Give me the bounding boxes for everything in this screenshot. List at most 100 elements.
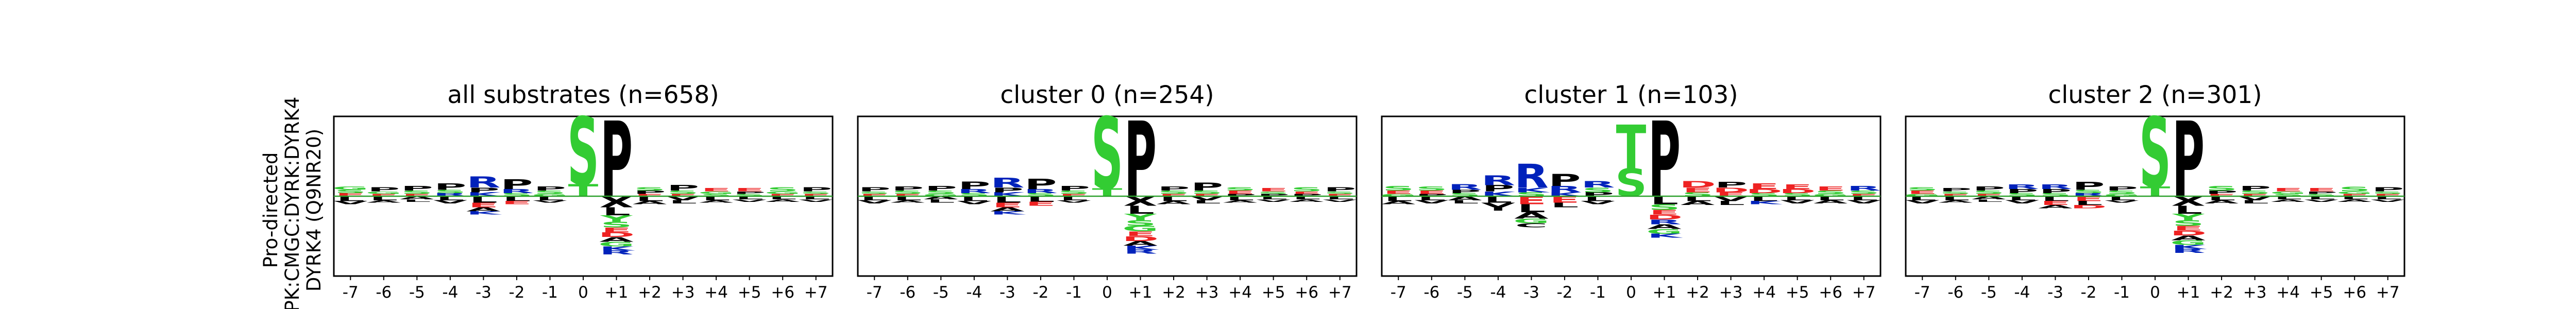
residue-V-pos--7-depleted: V <box>333 200 368 205</box>
y-axis-label: Pro-directed ePK:CMGC:DYRK:DYRK4 DYRK4 (… <box>260 97 325 309</box>
residue-L-pos-+6-depleted: L <box>769 195 797 200</box>
residue-E-pos--6: E <box>892 193 923 197</box>
residue-S-pos-+4: S <box>700 193 732 197</box>
x-tick-label: +2 <box>1686 283 1709 302</box>
residue-E-pos-+4: E <box>1225 190 1256 195</box>
residue-P-pos--6: P <box>891 185 924 192</box>
residue-Y-pos-+1-depleted: Y <box>600 214 633 224</box>
residue-S-pos-+3: S <box>667 190 699 195</box>
residue-P-pos-+4: P <box>1224 193 1257 197</box>
residue-S-pos--4: S <box>958 192 990 197</box>
x-tick-label: +5 <box>1262 283 1285 302</box>
residue-K-pos--3-depleted: K <box>990 211 1026 216</box>
residue-P-pos--5: P <box>1973 185 2005 192</box>
residue-P-pos--6: P <box>1939 187 1972 193</box>
residue-D-pos--2-depleted: D <box>2070 204 2107 209</box>
residue-P-pos--3: P <box>2039 188 2072 194</box>
residue-T-pos-0: T <box>1616 113 1647 183</box>
residue-K-pos-+1-depleted: K <box>1647 233 1683 239</box>
residue-V-pos--4-depleted: V <box>2005 199 2040 204</box>
x-tick-label: -7 <box>867 283 883 302</box>
residue-A-pos-+2-depleted: A <box>2205 199 2239 204</box>
residue-D-pos-+1-depleted: D <box>1122 235 1159 243</box>
residue-R-pos--2: R <box>500 188 534 194</box>
x-tick-label: 0 <box>578 283 588 302</box>
residue-E-pos-+5: E <box>1782 183 1812 191</box>
residue-P-pos--2: P <box>2072 180 2105 193</box>
logo-panels: all substrates (n=658)ESGLVEGPLAESPALRSP… <box>332 81 2405 302</box>
residue-G-pos--1: G <box>2104 193 2140 197</box>
residue-P-pos--6: P <box>1415 193 1448 197</box>
residue-V-pos--7-depleted: V <box>1905 199 1940 204</box>
residue-L-pos--5-depleted: L <box>1451 199 1479 204</box>
residue-P-pos-+1: P <box>1648 100 1681 221</box>
residue-A-pos--3-depleted: A <box>466 207 501 213</box>
panel-title: all substrates (n=658) <box>447 81 719 109</box>
residue-A-pos--6-depleted: A <box>891 200 925 203</box>
residue-K-pos-+4-depleted: K <box>1747 200 1783 205</box>
residue-S-pos-+7: S <box>1324 191 1356 195</box>
residue-G-pos--3-depleted: G <box>1513 217 1550 225</box>
ylabel-line-3: DYRK4 (Q9NR20) <box>303 129 325 291</box>
residue-S-pos-+5: S <box>2306 193 2337 197</box>
residue-R-pos--3: R <box>990 175 1024 191</box>
x-tick-label: +6 <box>771 283 794 302</box>
residue-E-pos-+3: E <box>1192 193 1222 197</box>
residue-P-pos-+6: P <box>1291 193 1323 197</box>
residue-D-pos-+5: D <box>1779 188 1816 194</box>
residue-S-pos--7: S <box>334 189 366 194</box>
residue-E-pos--2-depleted: E <box>502 200 532 205</box>
residue-S-pos-+4: S <box>1224 186 1256 192</box>
residue-E-pos--7: E <box>859 193 890 197</box>
residue-S-pos-+5: S <box>734 193 766 197</box>
residue-L-pos--2-depleted: L <box>1027 195 1055 203</box>
x-tick-label: -5 <box>409 283 425 302</box>
residue-P-pos-+5: P <box>2305 191 2337 195</box>
residue-D-pos-+2: D <box>1679 179 1716 190</box>
residue-L-pos-+5-depleted: L <box>2307 195 2335 200</box>
residue-E-pos--1: E <box>1059 193 1089 197</box>
residue-G-pos--7: G <box>332 186 369 191</box>
residue-P-pos-+7: P <box>800 186 832 193</box>
residue-P-pos--1: P <box>2106 185 2138 192</box>
residue-A-pos-+2-depleted: A <box>633 200 667 205</box>
residue-L-pos--4-depleted: L <box>1484 195 1512 205</box>
x-tick-label: -6 <box>900 283 916 302</box>
residue-E-pos-+1-depleted: E <box>601 226 632 234</box>
residue-E-pos-+3: E <box>2240 193 2270 197</box>
residue-E-pos-+5: E <box>1258 187 1289 193</box>
x-tick-label: -2 <box>1032 283 1048 302</box>
residue-T-pos-0: T <box>568 181 599 200</box>
residue-V-pos--1-depleted: V <box>2105 200 2139 203</box>
x-tick-label: +2 <box>638 283 662 302</box>
x-tick-label: -3 <box>999 283 1015 302</box>
residue-A-pos-+1-depleted: A <box>2171 234 2206 242</box>
residue-K-pos--3: K <box>1514 186 1550 194</box>
residue-P-pos--1: P <box>534 185 566 192</box>
residue-S-pos-0: S <box>1615 161 1647 205</box>
residue-P-pos-+7: P <box>2371 186 2404 193</box>
residue-S-pos-+6: S <box>1291 186 1323 193</box>
x-tick-label: 0 <box>1102 283 1112 302</box>
x-tick-label: +1 <box>2177 283 2200 302</box>
residue-A-pos--3-depleted: A <box>990 207 1025 213</box>
x-tick-label: -3 <box>2047 283 2063 302</box>
residue-E-pos--7: E <box>335 192 366 197</box>
residue-S-pos--5: S <box>1449 192 1481 197</box>
x-tick-label: +1 <box>1653 283 1676 302</box>
residue-P-pos--3: P <box>991 186 1024 194</box>
residue-S-pos--6: S <box>892 190 924 195</box>
residue-P-pos--6: P <box>367 186 400 193</box>
x-tick-label: +5 <box>1786 283 1809 302</box>
residue-P-pos--4: P <box>958 180 990 191</box>
residue-V-pos--1-depleted: V <box>533 200 567 203</box>
residue-S-pos-+1-depleted: S <box>1649 203 1681 212</box>
residue-S-pos-+1-depleted: S <box>601 220 633 229</box>
residue-S-pos-+2: S <box>634 186 666 192</box>
residue-E-pos-+7: E <box>1849 193 1879 197</box>
residue-V-pos-+7-depleted: V <box>1846 199 1881 204</box>
x-tick-label: -6 <box>1423 283 1439 302</box>
residue-A-pos-+4-depleted: A <box>2271 199 2306 202</box>
